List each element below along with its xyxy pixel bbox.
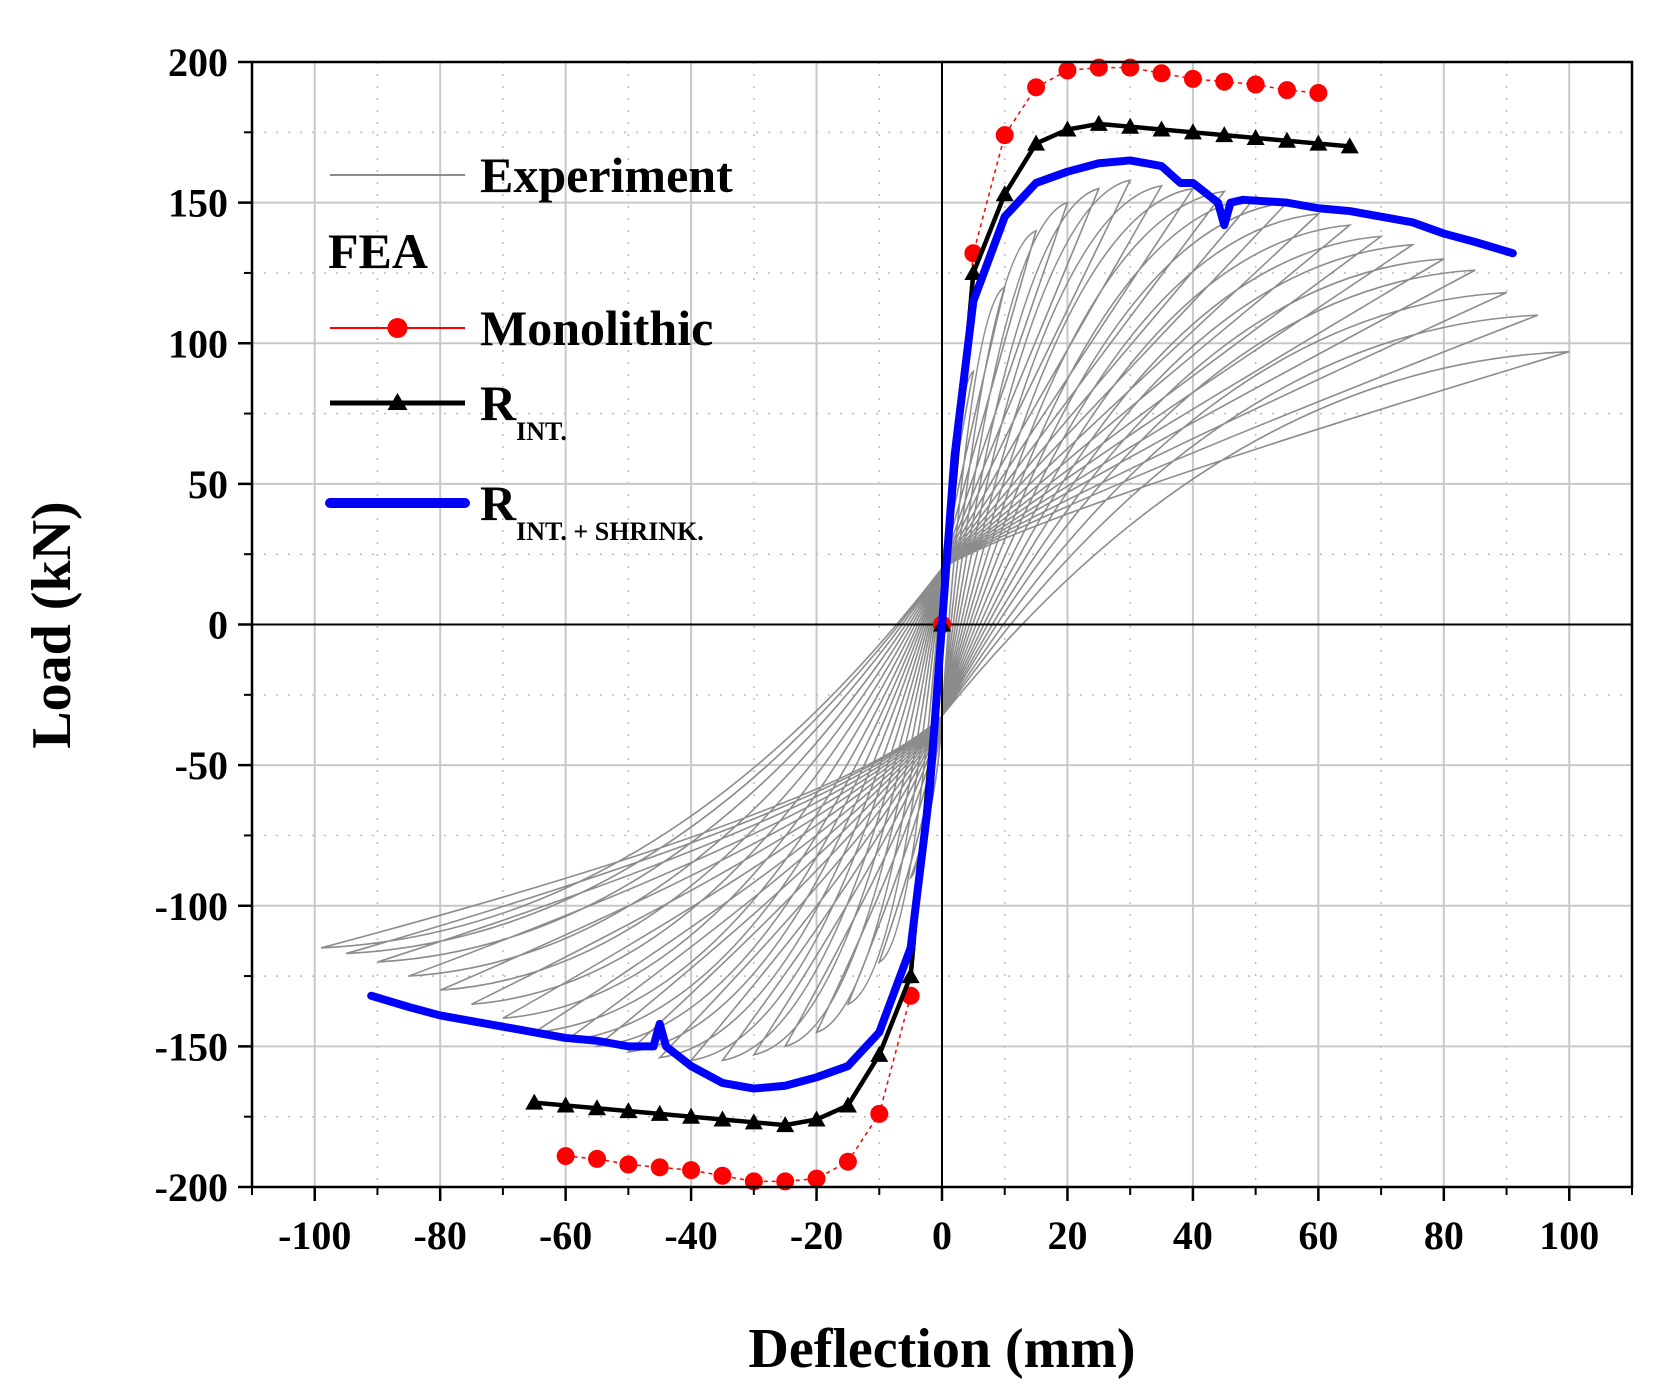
rint-point (588, 1099, 606, 1116)
experiment-hysteresis-path (320, 178, 1570, 1062)
y-axis-title: Load (kN) (21, 501, 83, 748)
rint-point (807, 1110, 826, 1127)
y-tick-label: 100 (168, 321, 228, 366)
monolithic-point (1309, 83, 1328, 102)
rint-point (870, 1045, 889, 1062)
rint-point (1027, 134, 1046, 151)
monolithic-point (1246, 75, 1265, 94)
y-tick-label: -200 (155, 1165, 228, 1210)
y-tick-label: -100 (155, 884, 228, 929)
monolithic-point (1152, 64, 1171, 83)
legend-sublabel-rint: INT. (516, 417, 567, 446)
rint-point (1183, 123, 1202, 140)
x-axis-title: Deflection (mm) (748, 1318, 1135, 1380)
monolithic-point (556, 1147, 575, 1166)
rint-point (682, 1107, 701, 1124)
monolithic-point (995, 126, 1014, 145)
monolithic-point (807, 1169, 826, 1188)
rint-point (525, 1093, 544, 1110)
legend-label-monolithic: Monolithic (480, 300, 713, 356)
monolithic-point (682, 1161, 701, 1180)
monolithic-point (870, 1104, 889, 1123)
rint-point (1246, 128, 1265, 145)
x-tick-label: 20 (1047, 1213, 1087, 1258)
legend-swatch-rint-marker (387, 393, 408, 410)
rint-point (1215, 126, 1234, 143)
legend-group-label: FEA (328, 223, 428, 279)
rint-point (1340, 137, 1359, 154)
y-tick-label: -150 (155, 1024, 228, 1069)
rint-shrink-line (367, 156, 1517, 1093)
tick-labels: -100 -80 -60 -40 -20 0 20 40 60 80 100-200-150-100… (155, 40, 1600, 1258)
x-tick-label: -80 (414, 1213, 467, 1258)
monolithic-point (1058, 61, 1077, 80)
rint-point (1152, 120, 1171, 137)
y-tick-label: 150 (168, 181, 228, 226)
y-tick-label: 0 (208, 603, 228, 648)
monolithic-point (619, 1155, 638, 1174)
monolithic-point (1183, 69, 1202, 88)
y-tick-label: -50 (175, 743, 228, 788)
y-tick-label: 200 (168, 40, 228, 85)
x-tick-label: 100 (1539, 1213, 1599, 1258)
x-tick-label: 80 (1424, 1213, 1464, 1258)
legend-swatch-monolithic-marker (387, 318, 408, 338)
monolithic-point (713, 1166, 732, 1185)
rint-point (556, 1096, 575, 1113)
rint-point (744, 1113, 763, 1130)
rint-point (1309, 134, 1328, 151)
x-tick-label: -60 (539, 1213, 592, 1258)
series-rint_shrink (367, 156, 1517, 1093)
y-tick-label: 50 (188, 462, 228, 507)
monolithic-point (588, 1149, 606, 1168)
rint-point (776, 1116, 795, 1133)
rint-point (650, 1104, 669, 1121)
rint-point (713, 1110, 732, 1127)
x-tick-label: -20 (790, 1213, 843, 1258)
x-tick-label: 40 (1173, 1213, 1213, 1258)
x-tick-label: 0 (932, 1213, 952, 1258)
rint-point (1058, 120, 1077, 137)
rint-point (995, 185, 1014, 202)
rint-point (901, 967, 920, 984)
rint-point (619, 1102, 638, 1119)
monolithic-point (650, 1158, 669, 1177)
rint-point (1121, 117, 1140, 134)
rint-point (1278, 131, 1296, 148)
monolithic-point (1215, 72, 1234, 91)
x-tick-label: -100 (278, 1213, 351, 1258)
monolithic-point (1278, 81, 1296, 100)
monolithic-point (838, 1152, 857, 1171)
rint-point (838, 1096, 857, 1113)
rint-point (1089, 114, 1108, 131)
x-tick-label: 60 (1298, 1213, 1338, 1258)
rint-point (964, 263, 983, 280)
legend-label-experiment: Experiment (480, 147, 733, 203)
legend-sublabel-rint_shrink: INT. + SHRINK. (516, 517, 704, 546)
axis-ticks (238, 60, 1633, 1201)
monolithic-point (1027, 78, 1046, 97)
x-tick-label: -40 (664, 1213, 717, 1258)
series-experiment (320, 178, 1570, 1062)
